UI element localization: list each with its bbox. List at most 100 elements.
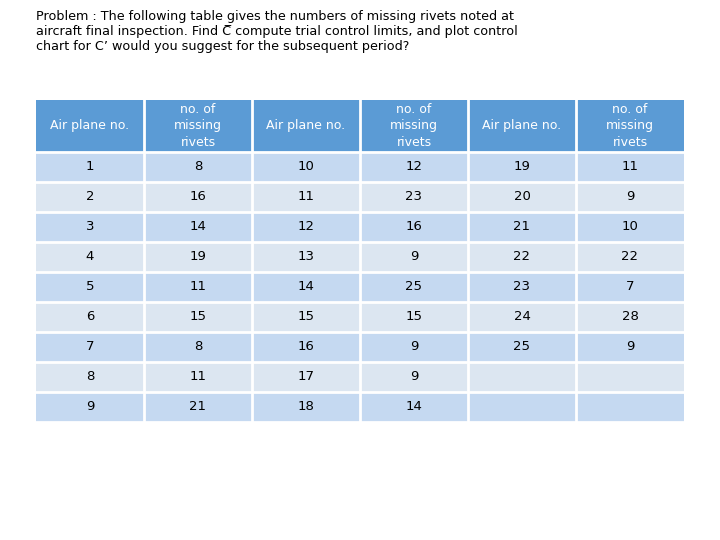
Bar — [360, 212, 468, 242]
Bar — [576, 332, 684, 362]
Bar — [144, 332, 252, 362]
Text: 23: 23 — [513, 280, 531, 294]
Bar — [252, 302, 360, 332]
Text: 9: 9 — [626, 191, 634, 204]
Bar — [36, 212, 144, 242]
Text: 14: 14 — [189, 220, 207, 233]
Text: 3: 3 — [86, 220, 94, 233]
Text: 14: 14 — [405, 401, 423, 414]
Bar — [360, 392, 468, 422]
Bar — [576, 272, 684, 302]
Text: 6: 6 — [86, 310, 94, 323]
Text: 21: 21 — [189, 401, 207, 414]
Text: aircraft final inspection. Find C̅ compute trial control limits, and plot contro: aircraft final inspection. Find C̅ compu… — [36, 25, 518, 38]
Text: 15: 15 — [297, 310, 315, 323]
Text: 2: 2 — [86, 191, 94, 204]
Bar — [252, 152, 360, 182]
Text: 11: 11 — [297, 191, 315, 204]
Bar — [36, 272, 144, 302]
Text: 25: 25 — [405, 280, 423, 294]
Text: 15: 15 — [189, 310, 207, 323]
Text: Air plane no.: Air plane no. — [482, 119, 562, 132]
Bar — [576, 182, 684, 212]
Bar — [36, 100, 144, 152]
Text: 1: 1 — [86, 160, 94, 173]
Bar — [576, 152, 684, 182]
Bar — [468, 332, 576, 362]
Bar — [144, 362, 252, 392]
Bar — [252, 182, 360, 212]
Text: Air plane no.: Air plane no. — [50, 119, 130, 132]
Text: 19: 19 — [513, 160, 531, 173]
Bar — [252, 272, 360, 302]
Bar — [36, 182, 144, 212]
Bar — [36, 392, 144, 422]
Text: no. of
missing
rivets: no. of missing rivets — [174, 103, 222, 149]
Bar — [468, 392, 576, 422]
Bar — [144, 272, 252, 302]
Bar — [144, 182, 252, 212]
Bar — [360, 272, 468, 302]
Text: 13: 13 — [297, 251, 315, 264]
Text: 9: 9 — [410, 341, 418, 354]
Bar — [360, 100, 468, 152]
Text: 15: 15 — [405, 310, 423, 323]
Text: 11: 11 — [189, 280, 207, 294]
Text: 9: 9 — [410, 251, 418, 264]
Bar — [468, 100, 576, 152]
Text: 22: 22 — [513, 251, 531, 264]
Text: 11: 11 — [189, 370, 207, 383]
Text: 8: 8 — [194, 160, 202, 173]
Bar — [252, 242, 360, 272]
Bar — [468, 302, 576, 332]
Bar — [36, 242, 144, 272]
Bar — [252, 212, 360, 242]
Text: Air plane no.: Air plane no. — [266, 119, 346, 132]
Bar — [360, 332, 468, 362]
Text: 16: 16 — [405, 220, 423, 233]
Bar — [36, 152, 144, 182]
Bar — [144, 302, 252, 332]
Bar — [360, 302, 468, 332]
Bar — [252, 332, 360, 362]
Text: 9: 9 — [626, 341, 634, 354]
Bar — [252, 392, 360, 422]
Bar — [360, 242, 468, 272]
Text: no. of
missing
rivets: no. of missing rivets — [390, 103, 438, 149]
Text: 25: 25 — [513, 341, 531, 354]
Bar — [36, 362, 144, 392]
Text: 17: 17 — [297, 370, 315, 383]
Bar — [576, 242, 684, 272]
Text: 14: 14 — [297, 280, 315, 294]
Text: 12: 12 — [405, 160, 423, 173]
Text: 19: 19 — [189, 251, 207, 264]
Text: no. of
missing
rivets: no. of missing rivets — [606, 103, 654, 149]
Bar — [144, 242, 252, 272]
Text: 8: 8 — [86, 370, 94, 383]
Text: 23: 23 — [405, 191, 423, 204]
Bar — [144, 152, 252, 182]
Bar — [252, 100, 360, 152]
Text: 10: 10 — [297, 160, 315, 173]
Text: 16: 16 — [189, 191, 207, 204]
Text: 4: 4 — [86, 251, 94, 264]
Bar — [144, 212, 252, 242]
Bar — [360, 362, 468, 392]
Text: 8: 8 — [194, 341, 202, 354]
Text: 7: 7 — [626, 280, 634, 294]
Text: 11: 11 — [621, 160, 639, 173]
Bar — [468, 212, 576, 242]
Bar — [468, 182, 576, 212]
Bar — [576, 212, 684, 242]
Text: 10: 10 — [621, 220, 639, 233]
Text: 22: 22 — [621, 251, 639, 264]
Text: 5: 5 — [86, 280, 94, 294]
Bar — [360, 182, 468, 212]
Bar — [468, 272, 576, 302]
Bar — [468, 242, 576, 272]
Text: 18: 18 — [297, 401, 315, 414]
Text: 21: 21 — [513, 220, 531, 233]
Bar — [576, 100, 684, 152]
Text: 20: 20 — [513, 191, 531, 204]
Text: 7: 7 — [86, 341, 94, 354]
